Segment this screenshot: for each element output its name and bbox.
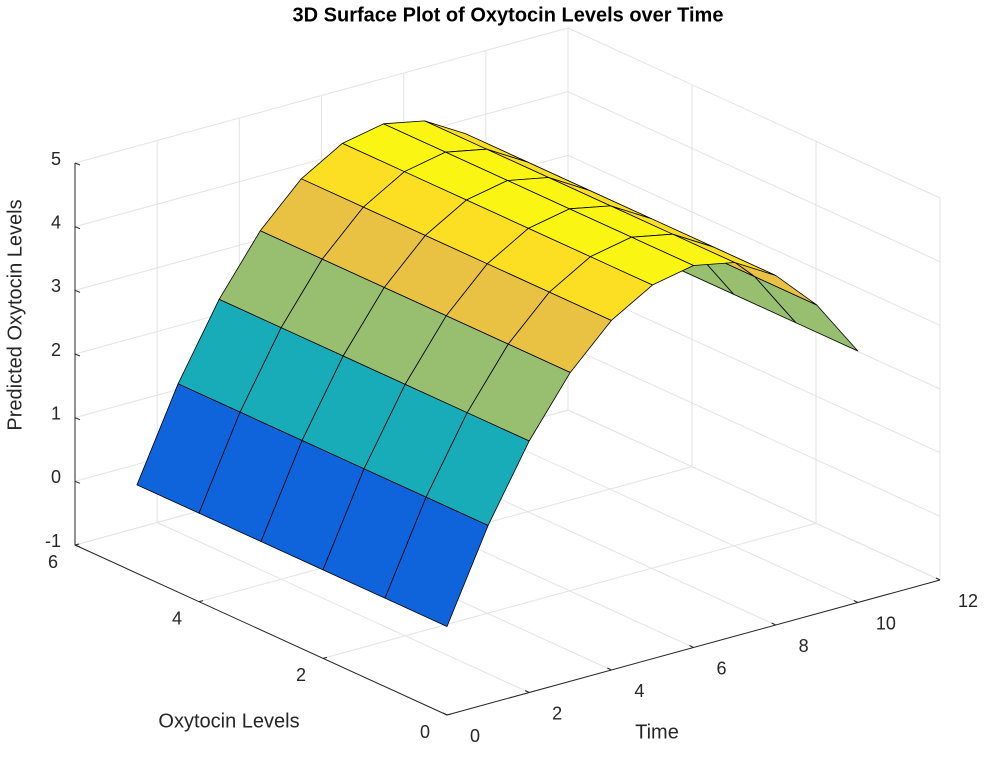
y-tick-label: 10: [876, 613, 896, 633]
chart-title: 3D Surface Plot of Oxytocin Levels over …: [293, 4, 724, 26]
grid-line: [567, 154, 941, 326]
y-tick-label: 4: [634, 681, 644, 701]
y-tick: [442, 712, 448, 716]
x-tick-label: 6: [48, 552, 58, 572]
z-tick-label: 5: [51, 149, 61, 169]
y-tick: [524, 690, 530, 693]
x-tick: [198, 600, 204, 603]
surface-face: [754, 276, 859, 352]
z-tick: [74, 289, 81, 293]
grid-line: [567, 27, 941, 199]
y-tick: [853, 600, 859, 603]
z-tick-label: 1: [51, 403, 61, 423]
y-tick-label: 2: [552, 703, 562, 723]
x-tick-label: 2: [296, 665, 306, 685]
z-tick: [74, 417, 81, 421]
y-tick: [607, 667, 612, 671]
z-tick-label: 0: [51, 467, 61, 487]
z-tick: [74, 226, 81, 230]
grid-line: [567, 282, 941, 454]
y-tick-label: 8: [799, 636, 809, 656]
z-tick-label: -1: [45, 531, 61, 551]
y-tick-label: 0: [470, 726, 480, 746]
z-tick: [74, 544, 81, 548]
y-tick-label: 6: [716, 658, 726, 678]
y-tick-label: 12: [958, 591, 978, 611]
x-tick: [446, 713, 452, 716]
surface-face: [384, 496, 489, 627]
y-tick: [935, 577, 941, 581]
z-tick: [74, 162, 81, 166]
grid-line: [567, 91, 941, 263]
grid-line: [74, 91, 569, 228]
y-tick: [771, 622, 776, 626]
z-axis-label: Predicted Oxytocin Levels: [4, 199, 26, 430]
x-tick: [322, 656, 328, 659]
z-tick-label: 4: [51, 212, 61, 232]
grid-line: [567, 345, 941, 517]
grid-line: [156, 522, 530, 693]
z-tick-label: 3: [51, 276, 61, 296]
axis-line: [74, 544, 448, 716]
y-tick: [689, 645, 694, 648]
x-tick-label: 4: [172, 608, 182, 628]
z-tick-label: 2: [51, 340, 61, 360]
grid-line: [74, 27, 569, 164]
y-axis-label: Time: [635, 721, 679, 743]
z-tick: [74, 480, 81, 484]
x-axis-label: Oxytocin Levels: [158, 710, 299, 732]
x-tick-label: 0: [420, 722, 430, 742]
grid-line: [567, 409, 941, 581]
grid-line: [485, 432, 859, 603]
z-tick: [74, 353, 81, 357]
